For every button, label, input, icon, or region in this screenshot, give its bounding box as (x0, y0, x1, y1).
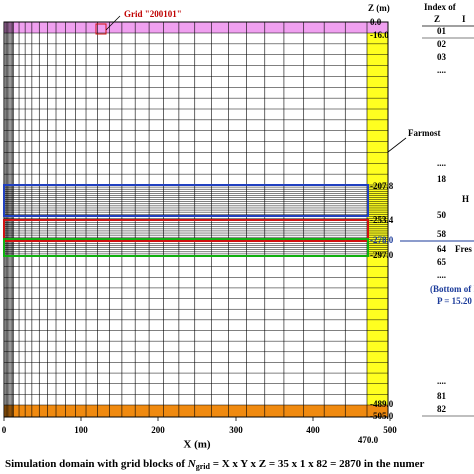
extent-label: 470.0 (358, 435, 379, 445)
farmost-column (367, 33, 388, 405)
pointer (387, 137, 407, 153)
zone-box (3, 219, 369, 242)
table-column: Z (434, 14, 440, 24)
marker-box (95, 23, 107, 35)
z-label: -297.0 (370, 250, 394, 260)
x-tick-label: 200 (151, 425, 165, 435)
table-column: I (462, 14, 466, 24)
note: H (462, 194, 469, 204)
z-label: 0.0 (370, 17, 382, 27)
zone-box (3, 184, 369, 217)
index: 01 (437, 26, 447, 36)
z-label: -489.0 (370, 399, 394, 409)
index: 58 (437, 229, 447, 239)
farmost-label: Farmost (408, 128, 441, 138)
x-tick-label: 400 (306, 425, 320, 435)
z-label: -278.0 (370, 235, 394, 245)
zone-box (3, 238, 369, 257)
x-tick-label: 500 (383, 425, 397, 435)
grid-blocks (3, 15, 407, 418)
caption-prefix: Simulation domain with grid blocks of (5, 458, 188, 470)
index: 81 (437, 391, 447, 401)
index: .... (437, 158, 446, 168)
note: Fres (455, 244, 472, 254)
note: P = 15.20 (437, 296, 472, 306)
index: .... (437, 65, 446, 75)
z-axis-title: Z (m) (368, 3, 390, 13)
index: 64 (437, 244, 447, 254)
x-tick-label: 100 (74, 425, 88, 435)
note: (Bottom of I (430, 284, 474, 294)
bottom-boundary (4, 405, 388, 417)
grid-label: Grid "200101" (124, 9, 182, 19)
x-tick-label: 0 (2, 425, 7, 435)
z-label: -16.0 (370, 30, 389, 40)
index: .... (437, 376, 446, 386)
index: 18 (437, 174, 447, 184)
z-label: -253.4 (370, 215, 394, 225)
index: 50 (437, 210, 447, 220)
z-label: -207.8 (370, 181, 394, 191)
caption: Simulation domain with grid blocks of Ng… (5, 458, 425, 471)
index: 65 (437, 257, 447, 267)
index: .... (437, 270, 446, 280)
x-tick-label: 300 (229, 425, 243, 435)
x-axis-title: X (m) (183, 439, 211, 451)
index: 03 (437, 52, 447, 62)
caption-subscript: grid (196, 462, 211, 471)
top-boundary (4, 22, 388, 33)
caption-symbol: N (187, 458, 197, 470)
pointer (105, 15, 121, 31)
caption-suffix: = X x Y x Z = 35 x 1 x 82 = 2870 in the … (210, 458, 425, 470)
z-label: -505.0 (370, 411, 394, 421)
index: 02 (437, 39, 447, 49)
index: 82 (437, 404, 447, 414)
table-header: Index of (424, 2, 457, 12)
